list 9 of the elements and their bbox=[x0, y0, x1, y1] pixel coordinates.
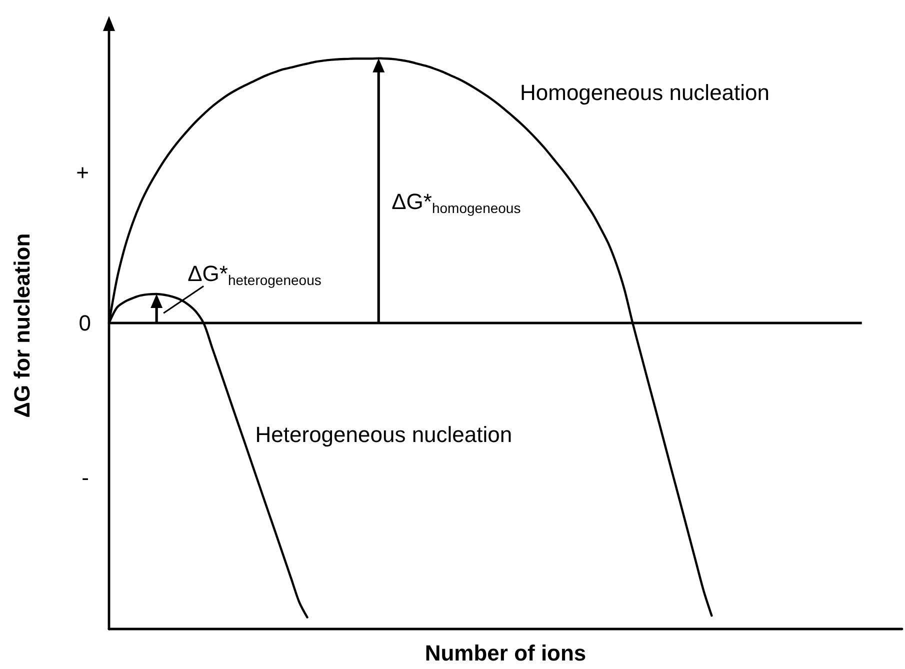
series-label: Heterogeneous nucleation bbox=[255, 422, 512, 448]
annotation: ΔG*$_{heterogeneous}$ bbox=[188, 261, 322, 288]
y-axis-title: ΔG for nucleation bbox=[10, 233, 34, 418]
ref-line-label: 0 bbox=[78, 310, 91, 336]
annotation: ΔG*$_{homogeneous}$ bbox=[392, 188, 521, 216]
series-label: Homogeneous nucleation bbox=[520, 80, 770, 106]
text: + bbox=[76, 160, 89, 186]
x-axis-title: Number of ions bbox=[424, 640, 586, 666]
text: - bbox=[82, 465, 89, 492]
